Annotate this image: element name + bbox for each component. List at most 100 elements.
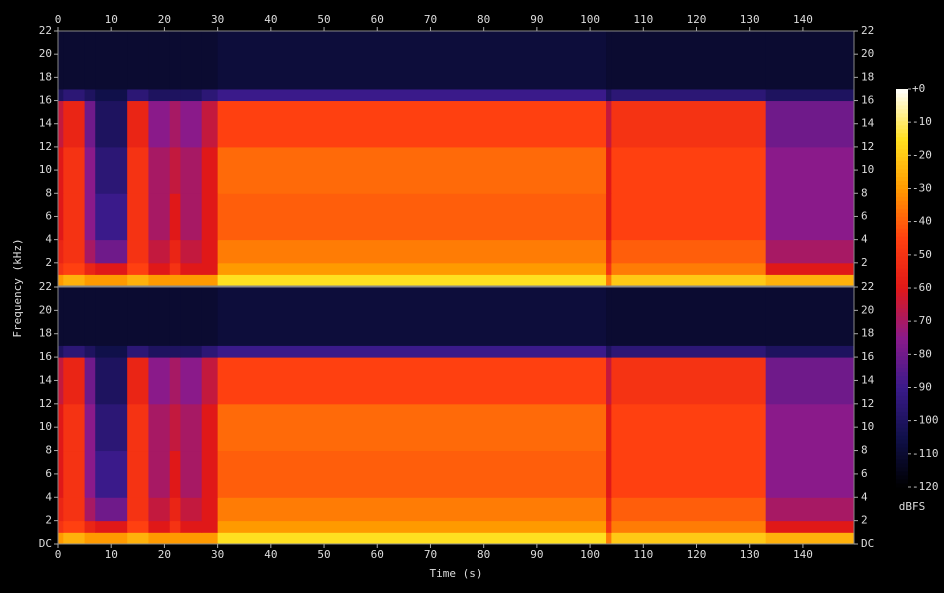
x-axis-label: Time (s) — [430, 567, 483, 580]
heat-cell — [606, 100, 612, 148]
colorbar-swatch — [896, 355, 908, 361]
heat-cell — [217, 274, 607, 287]
colorbar-swatch — [896, 291, 908, 297]
colorbar-swatch — [896, 188, 908, 193]
heat-cell — [148, 146, 171, 194]
colorbar-swatch — [896, 228, 908, 233]
colorbar-swatch — [896, 156, 908, 162]
heat-cell — [95, 239, 128, 264]
y-tick-label: 4 — [45, 490, 52, 503]
colorbar-swatch — [896, 299, 908, 305]
heat-cell — [180, 262, 203, 275]
y-tick-label: 6 — [45, 467, 52, 480]
heat-cell — [95, 100, 128, 148]
colorbar-swatch — [896, 459, 908, 464]
heat-cell — [201, 31, 219, 90]
heat-cell — [606, 146, 612, 194]
y-tick-label: 18 — [861, 70, 874, 83]
heat-cell — [127, 193, 149, 241]
colorbar-swatch — [896, 232, 908, 237]
heat-cell — [765, 497, 855, 522]
heat-cell — [606, 403, 612, 452]
y-tick-label: 10 — [861, 420, 874, 433]
y-tick-label: 20 — [39, 47, 52, 60]
heat-cell — [148, 31, 171, 90]
colorbar-swatch — [896, 411, 908, 416]
colorbar-swatch — [896, 184, 908, 189]
heat-cell — [180, 357, 203, 405]
heat-cell — [611, 239, 767, 264]
heat-cell — [169, 193, 181, 241]
heat-cell — [765, 357, 855, 405]
x-tick-label: 120 — [687, 13, 707, 26]
heat-cell — [606, 88, 612, 102]
y-tick-label: 22 — [39, 24, 52, 37]
heat-cell — [611, 262, 767, 275]
y-tick-label: DC — [861, 537, 874, 550]
heat-cell — [217, 357, 607, 405]
heat-cell — [63, 403, 86, 452]
y-tick-label: 22 — [861, 24, 874, 37]
heat-cell — [201, 88, 219, 102]
heat-cell — [201, 274, 219, 287]
y-tick-label: 4 — [861, 490, 868, 503]
heat-cell — [180, 88, 203, 102]
heat-cell — [58, 31, 64, 90]
heat-cell — [606, 262, 612, 275]
heat-cell — [84, 239, 96, 264]
colorbar-swatch — [896, 327, 908, 333]
colorbar-swatch — [896, 224, 908, 229]
heat-cell — [169, 274, 181, 287]
heat-cell — [84, 450, 96, 498]
x-tick-label: 80 — [477, 548, 490, 561]
heat-cell — [148, 262, 171, 275]
y-tick-label: 14 — [39, 373, 53, 386]
heat-cell — [127, 345, 149, 358]
y-tick-label: 16 — [39, 94, 52, 107]
heat-cell — [95, 146, 128, 194]
heat-cell — [148, 532, 171, 545]
x-tick-label: 90 — [530, 548, 543, 561]
heat-cell — [63, 274, 86, 287]
heat-cell — [201, 450, 219, 498]
colorbar-swatch — [896, 132, 908, 138]
heat-cell — [765, 146, 855, 194]
heat-cell — [58, 403, 64, 452]
x-tick-label: 80 — [477, 13, 490, 26]
colorbar-swatch — [896, 89, 908, 94]
heat-cell — [84, 31, 96, 90]
colorbar-swatch — [896, 407, 908, 412]
colorbar-swatch — [896, 252, 908, 257]
y-tick-label: 4 — [861, 233, 868, 246]
heat-cell — [180, 520, 203, 533]
x-tick-label: 140 — [793, 548, 813, 561]
heat-cell — [84, 88, 96, 102]
panel-border — [57, 30, 855, 287]
heat-cell — [606, 532, 612, 545]
x-tick-label: 130 — [740, 548, 760, 561]
heat-cell — [63, 262, 86, 275]
heat-cell — [180, 193, 203, 241]
heat-cell — [180, 497, 203, 522]
colorbar-swatch — [896, 395, 908, 400]
colorbar-swatch — [896, 204, 908, 209]
colorbar-swatch — [896, 295, 908, 301]
heat-cell — [606, 193, 612, 241]
colorbar-swatch — [896, 212, 908, 217]
x-tick-label: 30 — [211, 13, 224, 26]
y-tick-label: 20 — [861, 303, 874, 316]
heat-cell — [95, 88, 128, 102]
heat-cell — [180, 146, 203, 194]
heat-cell — [611, 146, 767, 194]
heat-cell — [765, 88, 855, 102]
heat-cell — [148, 193, 171, 241]
heat-cell — [169, 450, 181, 498]
heat-cell — [611, 357, 767, 405]
colorbar-swatch — [896, 311, 908, 317]
heat-cell — [180, 31, 203, 90]
heat-cell — [58, 287, 64, 346]
colorbar-swatch — [896, 160, 908, 166]
heat-cell — [169, 239, 181, 264]
colorbar-swatch — [896, 431, 908, 436]
